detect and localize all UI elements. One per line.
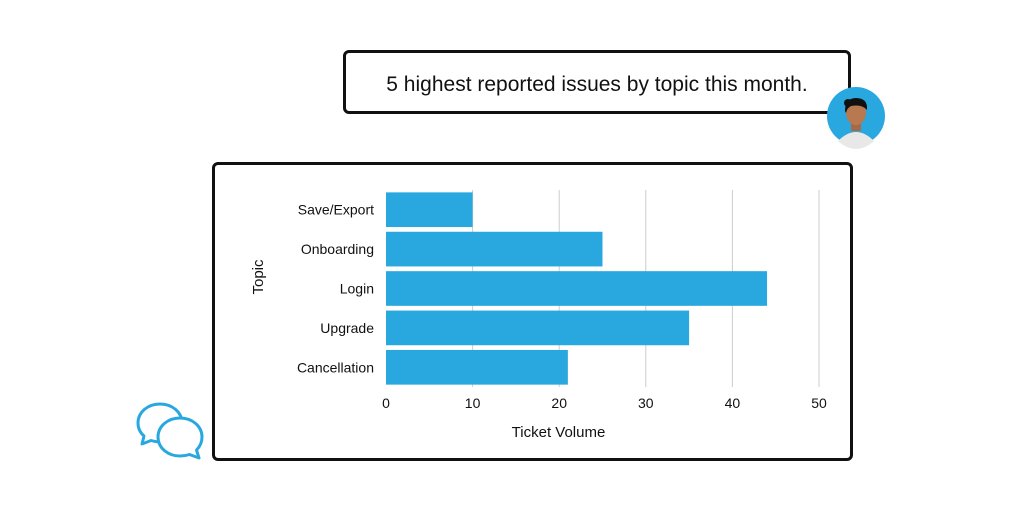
x-tick-label: 0 [382, 395, 390, 411]
bar [386, 349, 568, 385]
x-tick-label: 40 [725, 395, 741, 411]
bar [386, 310, 690, 346]
bar [386, 192, 473, 228]
prompt-text: 5 highest reported issues by topic this … [386, 73, 808, 96]
x-tick-label: 20 [551, 395, 567, 411]
x-tick-label: 10 [465, 395, 481, 411]
bar [386, 231, 603, 267]
bar [386, 271, 768, 306]
chat-bubbles-icon [136, 402, 204, 460]
category-label: Cancellation [297, 359, 374, 375]
category-label: Save/Export [298, 202, 374, 218]
x-tick-label: 30 [638, 395, 654, 411]
x-axis-title: Ticket Volume [512, 424, 606, 441]
prompt-bubble: 5 highest reported issues by topic this … [343, 50, 851, 114]
x-tick-label: 50 [811, 395, 827, 411]
category-label: Onboarding [301, 241, 374, 257]
category-label: Login [340, 281, 374, 297]
user-avatar [827, 87, 885, 149]
category-label: Upgrade [320, 320, 374, 336]
y-axis-title: Topic [250, 259, 267, 295]
